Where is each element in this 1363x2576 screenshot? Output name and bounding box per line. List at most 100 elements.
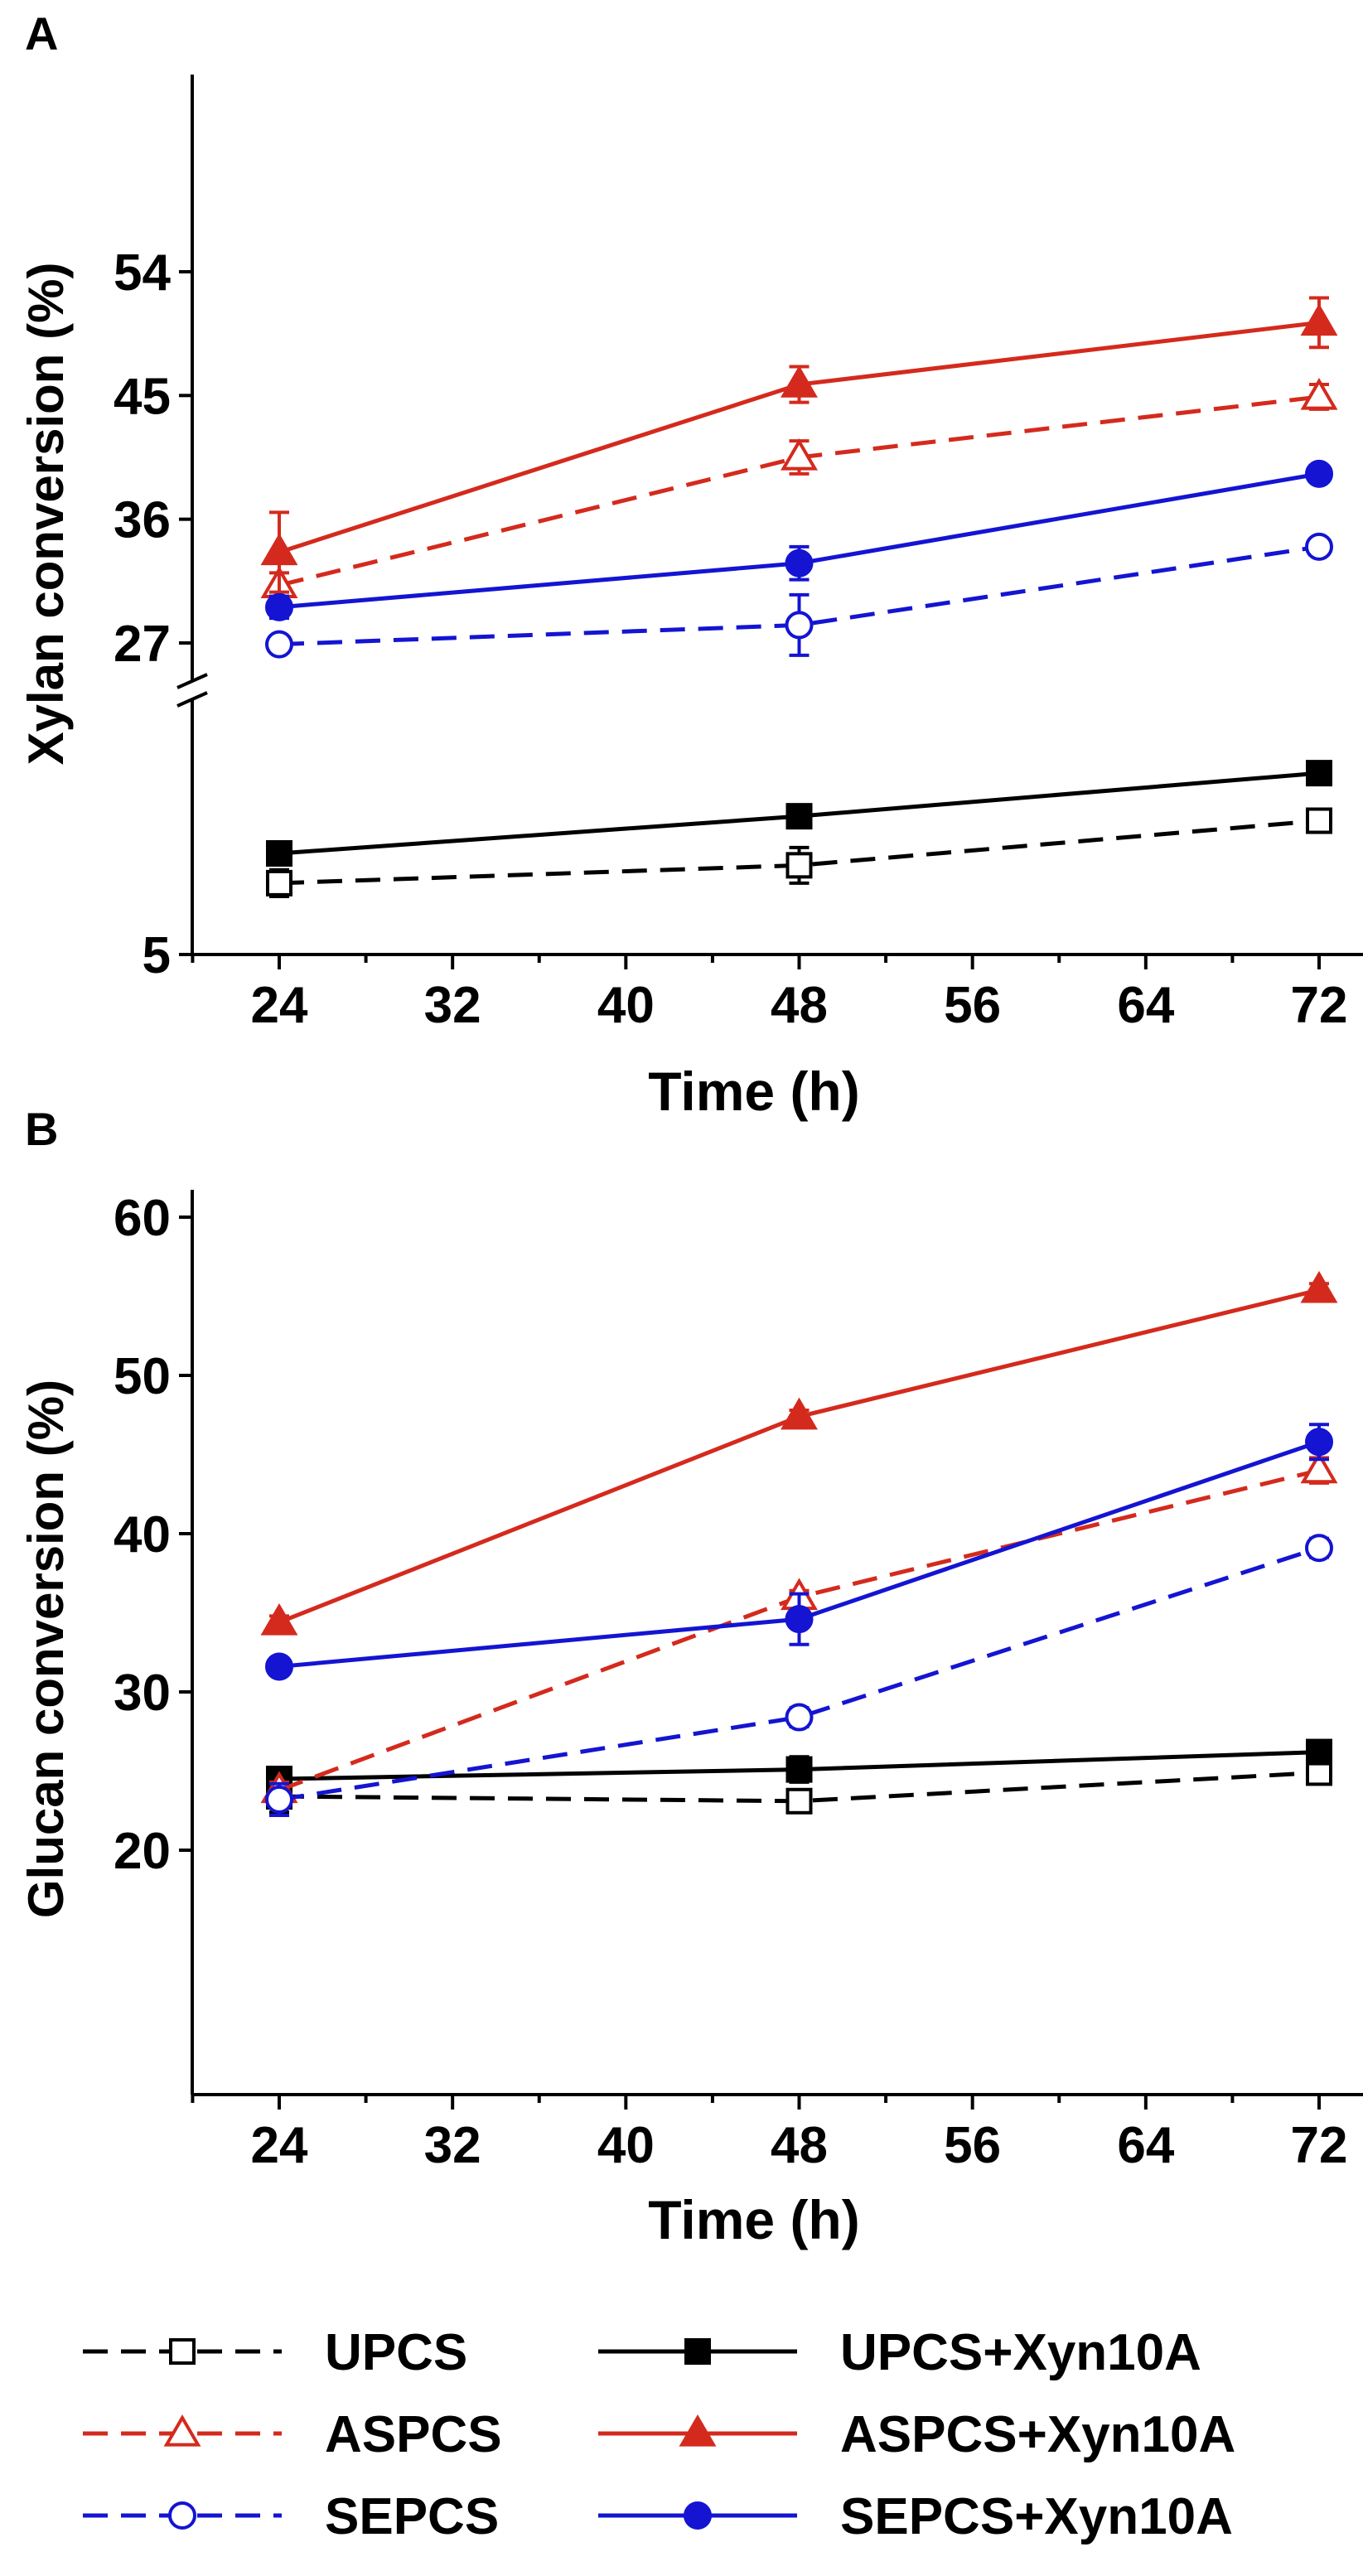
panel-b-point-aspcs-xyn10a	[1300, 1270, 1338, 1303]
panel-a-point-sepcs-xyn10a	[1305, 459, 1333, 488]
legend-item-upcs-xyn10a: UPCS+Xyn10A	[598, 2324, 1201, 2381]
panel-a-line-sepcs-xyn10a	[278, 471, 1320, 610]
panel-b-glucan-chart: B Glucan conversion (%) Time (h) 20 30 40 5…	[18, 1103, 1363, 2250]
panel-a-x-tick-label: 24	[251, 977, 308, 1034]
panel-a-x-tick-label: 56	[944, 977, 1001, 1034]
legend-marker-upcs	[169, 2338, 196, 2365]
legend-label: SEPCS	[325, 2488, 499, 2545]
panel-b-point-aspcs	[1300, 1451, 1338, 1484]
panel-a-series-aspcs-xyn10a	[260, 296, 1338, 594]
panel-a-point-sepcs	[785, 611, 814, 640]
panel-a-point-sepcs	[265, 630, 293, 659]
panel-b-x-tick-label: 40	[597, 2117, 655, 2174]
panel-a-series-sepcs	[265, 532, 1333, 659]
panel-a-series-aspcs	[260, 378, 1338, 600]
panel-a-series-upcs-xyn10a	[266, 760, 1332, 867]
panel-a-point-aspcs	[1300, 378, 1338, 410]
panel-b-y-tick-label: 20	[114, 1823, 171, 1880]
panel-a-y-tick-label: 27	[114, 616, 171, 673]
legend-marker-sepcs-xyn10a	[684, 2501, 712, 2530]
panel-b-y-tick-label: 50	[114, 1348, 171, 1405]
panel-a-point-aspcs-xyn10a	[781, 365, 818, 398]
panel-b-point-upcs	[785, 1787, 813, 1815]
panel-b-x-tick-label: 32	[424, 2117, 481, 2174]
panel-b-point-sepcs	[265, 1785, 293, 1814]
panel-b-y-axis-title: Glucan conversion (%)	[18, 1380, 74, 1918]
legend-item-sepcs: SEPCS	[83, 2488, 499, 2545]
legend-label: UPCS+Xyn10A	[840, 2324, 1201, 2381]
legend-marker-sepcs	[168, 2501, 196, 2530]
panel-a-x-axis-title: Time (h)	[648, 1061, 859, 1122]
panel-a-point-upcs-xyn10a	[785, 803, 813, 830]
legend-item-aspcs-xyn10a: ASPCS+Xyn10A	[598, 2406, 1235, 2463]
legend-marker-aspcs-xyn10a	[679, 2414, 717, 2447]
panel-a-point-sepcs-xyn10a	[265, 592, 293, 621]
panel-b-x-tick-label: 48	[771, 2117, 828, 2174]
panel-b-x-tick-label: 64	[1117, 2117, 1174, 2174]
panel-b-x-tick-label: 24	[251, 2117, 308, 2174]
panel-b-y-tick-label: 40	[114, 1506, 171, 1563]
panel-a-axis-break-mark-lower	[176, 691, 208, 708]
panel-a-y-tick-label: 54	[114, 244, 171, 302]
legend: UPCS UPCS+Xyn10A ASPCS ASPCS+Xyn10A SEPCS SEP…	[83, 2324, 1235, 2545]
legend-label: ASPCS+Xyn10A	[840, 2406, 1235, 2463]
panel-b-y-tick-label: 60	[114, 1190, 171, 1247]
panel-a-point-aspcs-xyn10a	[260, 533, 298, 566]
panel-a-x-tick-label: 40	[597, 977, 655, 1034]
panel-b-point-sepcs-xyn10a	[785, 1605, 814, 1634]
panel-a-series-sepcs-xyn10a	[265, 459, 1333, 621]
panel-a-point-upcs	[1306, 807, 1332, 834]
panel-b-point-upcs-xyn10a	[1306, 1738, 1332, 1766]
panel-a-plot-area	[260, 296, 1338, 899]
panel-b-line-aspcs-xyn10a	[278, 1288, 1320, 1625]
panel-b-point-upcs-xyn10a	[785, 1756, 813, 1783]
panel-a-y-tick-label: 5	[143, 927, 171, 984]
panel-a-line-aspcs-xyn10a	[278, 320, 1320, 554]
panel-b-point-aspcs-xyn10a	[781, 1397, 818, 1430]
panel-a-point-aspcs	[781, 438, 818, 471]
panel-b-plot-area	[260, 1270, 1338, 1817]
panel-a-x-tick-label: 48	[771, 977, 828, 1034]
panel-b-x-axis-title: Time (h)	[648, 2189, 859, 2250]
panel-a-axis-break-mark-upper	[176, 673, 208, 689]
legend-marker-upcs-xyn10a	[684, 2338, 711, 2365]
panel-b-x-tick-label: 56	[944, 2117, 1001, 2174]
panel-b-x-tick-label: 72	[1291, 2117, 1348, 2174]
panel-a-x-tick-label: 64	[1117, 977, 1174, 1034]
panel-a-point-upcs-xyn10a	[266, 840, 292, 867]
panel-b-series-sepcs-xyn10a	[265, 1423, 1333, 1681]
panel-a-y-tick-label: 36	[114, 492, 171, 549]
panel-a-label: A	[25, 7, 58, 60]
legend-label: SEPCS+Xyn10A	[840, 2488, 1233, 2545]
panel-a-point-sepcs	[1305, 532, 1333, 561]
panel-b-y-tick-label: 30	[114, 1665, 171, 1722]
legend-item-upcs: UPCS	[83, 2324, 467, 2381]
panel-b-point-sepcs-xyn10a	[265, 1652, 293, 1681]
legend-item-sepcs-xyn10a: SEPCS+Xyn10A	[598, 2488, 1233, 2545]
panel-a-point-upcs-xyn10a	[1306, 760, 1332, 787]
legend-label: ASPCS	[325, 2406, 502, 2463]
panel-a-x-tick-label: 32	[424, 977, 481, 1034]
panel-b-series-sepcs	[265, 1534, 1333, 1817]
panel-b-point-sepcs-xyn10a	[1305, 1428, 1333, 1457]
panel-a-point-aspcs-xyn10a	[1300, 303, 1338, 336]
panel-b-axes: 20 30 40 50 60 24 32 40 48 56 64 72	[114, 1190, 1363, 2174]
panel-b-label: B	[25, 1103, 58, 1155]
panel-a-point-upcs	[785, 852, 813, 879]
panel-a-y-axis-title: Xylan conversion (%)	[18, 263, 74, 766]
panel-b-series-aspcs-xyn10a	[260, 1270, 1338, 1636]
panel-a-point-upcs	[266, 869, 292, 897]
panel-a-axes: 5 27 36 45 54 24 32 40 48 56 64 72	[114, 75, 1363, 1034]
panel-b-point-sepcs	[1305, 1534, 1333, 1563]
panel-a-series-upcs	[266, 807, 1332, 899]
panel-a-point-sepcs-xyn10a	[785, 549, 814, 578]
legend-label: UPCS	[325, 2324, 467, 2381]
panel-b-point-sepcs	[785, 1703, 814, 1732]
legend-item-aspcs: ASPCS	[83, 2406, 502, 2463]
panel-a-xylan-chart: A Xylan conversion (%) Time (h) 52736455…	[18, 7, 1363, 1122]
panel-a-x-tick-label: 72	[1291, 977, 1348, 1034]
panel-b-series-upcs-xyn10a	[266, 1738, 1332, 1793]
panel-b-point-aspcs-xyn10a	[260, 1602, 298, 1636]
legend-marker-aspcs	[163, 2414, 201, 2447]
